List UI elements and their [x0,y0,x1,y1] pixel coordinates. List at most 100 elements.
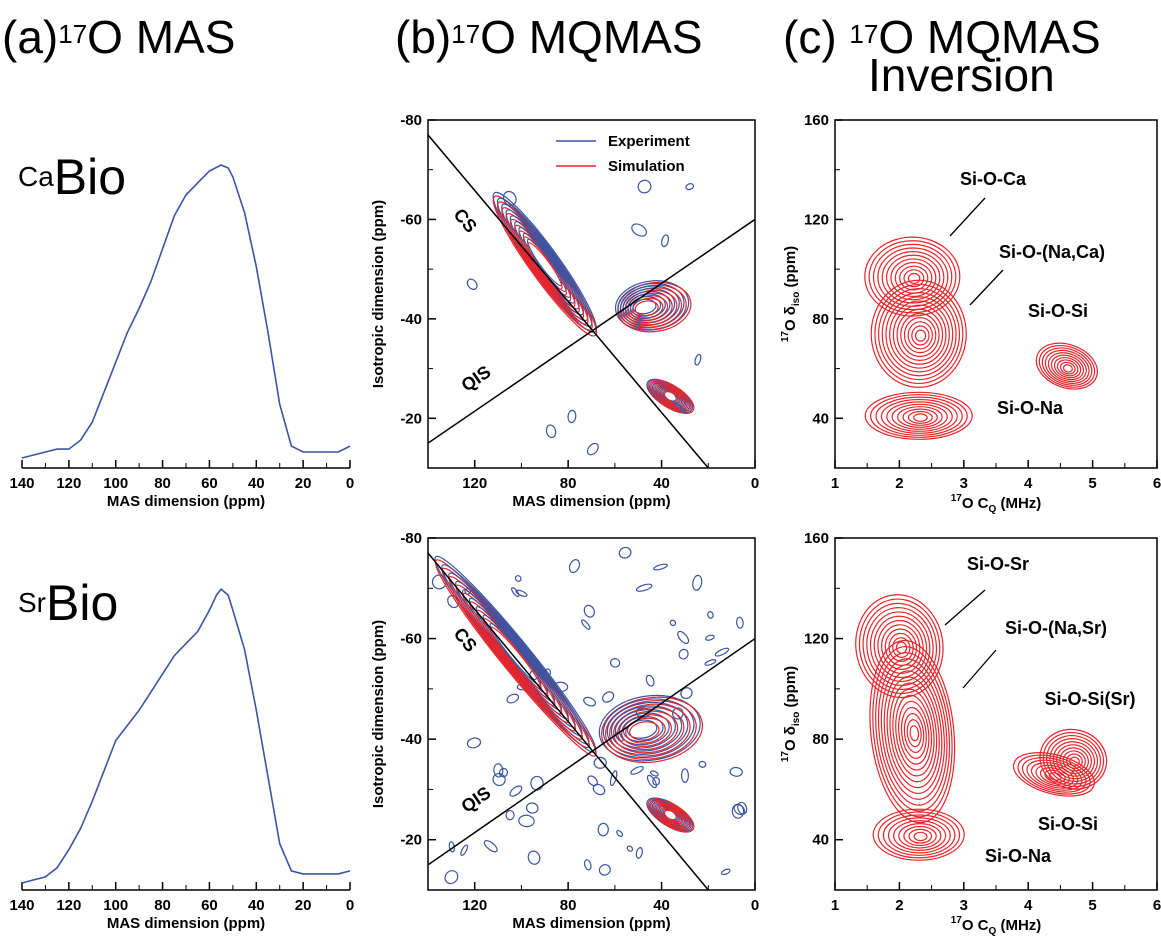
panel-b-bottom-noise-contour [583,696,597,707]
panel-b-bottom-lobe-contour [600,696,704,764]
panel-b-bottom-lobe-contour [605,700,697,760]
panel-c-top-peak-contour [881,251,945,304]
panel-b-bottom-noise-contour [720,868,731,876]
panel-b-top-peak-contour [661,389,681,405]
panel-c-top-peak-contour [881,292,957,377]
panel-c-top-peak-contour [870,279,967,388]
panel-b-top-noise-contour [466,278,478,290]
panel-b-bottom-x-tick-label: 0 [751,897,759,914]
panel-c-top-peak-contour [911,325,930,346]
panel-b-bottom-qis-label: QIS [458,783,495,817]
panel-c-top-ylabel: 17O δiso (ppm) [780,246,802,342]
panel-c-top-peak-contour [880,398,958,434]
panel-c-top-leader-line [969,269,1004,306]
panel-c-top-y-tick-label: 160 [804,112,829,129]
panel-c-top-x-tick-label: 6 [1153,475,1161,492]
panel-b-top-y-tick-label: -60 [400,211,422,228]
panel-c-top-peak-contour [875,396,963,436]
panel-c-bottom-ylabel-main: O δ [782,726,799,751]
panel-c-top-peak-contour [907,272,921,284]
panel-c-bottom-peak-contour [913,831,928,842]
panel-b-top-lobe-contour [634,300,659,317]
panel-b-bottom-noise-contour [444,870,459,885]
panel-a-top-xlabel: MAS dimension (ppm) [107,493,265,510]
panel-c-top-peak-contour [890,258,937,298]
panel-a-top-tick-label: 0 [346,475,354,492]
panel-b-bottom-lobe-contour [614,708,676,749]
panel-c-bottom-peak-contour [906,719,922,748]
panel-b-bottom-x-tick-label: 40 [653,897,670,914]
panel-c-top-peak-contour [907,410,933,424]
panel-c-top-xlabel: 17O CQ (MHz) [951,493,1042,515]
sample-label-sr: SrBio [18,578,118,628]
panel-c-bottom-peak-contour [877,811,961,859]
panel-c-bottom-peak-contour [877,658,948,806]
title-c-sup: 17 [849,19,879,49]
panel-c-bottom-peak-contour [895,694,933,771]
panel-a-bottom-tick-label: 80 [154,897,171,914]
sample-ca-sup: Ca [18,161,54,192]
panel-b-top-noise-contour [567,409,577,424]
panel-b-top-x-tick-label: 80 [560,475,577,492]
panel-c-bottom-peak-contour [887,817,951,854]
sample-sr-main: Bio [46,575,119,631]
panel-b-top-y-tick-label: -80 [400,112,422,129]
panel-c-bottom-peak-contour [892,688,935,777]
panel-b-bottom-noise-contour [635,847,643,859]
panel-a-top-tick-label: 100 [103,475,128,492]
panel-b-top-noise-contour [631,223,647,237]
panel-b-bottom-noise-contour [645,674,655,687]
panel-c-top-peak-label: Si-O-Si [1028,301,1088,321]
panel-c-top-peak-label: Si-O-(Na,Ca) [999,242,1105,262]
panel-b-bottom-noise-contour [581,619,591,630]
panel-c-bottom-peak-label: Si-O-Sr [967,554,1029,574]
panel-b-bottom-noise-contour [447,595,459,609]
panel-b-bottom-noise-contour [704,659,717,666]
panel-b-bottom-noise-contour [698,760,707,768]
panel-b-bottom-lobe-contour [610,705,683,752]
panel-a-bottom-tick-label: 20 [295,897,312,914]
panel-b-bottom-noise-contour [626,845,634,852]
panel-c-bottom-peak-contour [880,664,945,800]
panel-b-bottom-noise-contour [466,737,482,749]
panel-b-top-cs-label: CS [450,205,481,237]
sample-sr-sup: Sr [18,587,46,618]
panel-c-top-peak-contour [864,391,973,440]
panel-c-top-y-tick-label: 80 [812,311,829,328]
panel-b-bottom-lobe-contour [609,703,691,757]
panel-b-bottom-peak-contour [647,798,695,833]
panel-b-bottom-y-tick-label: -60 [400,631,422,648]
panel-b-bottom-ridge-contour [455,580,576,728]
panel-c-bottom-x-tick-label: 6 [1153,897,1161,914]
panel-c-bottom-peak-contour [855,594,944,699]
panel-b-bottom-noise-contour [460,844,469,856]
panel-a-bottom-spectrum-line [21,587,351,884]
panel-a-top-tick-label: 120 [56,475,81,492]
panel-b-top-y-tick-label: -40 [400,311,422,328]
panel-b-bottom-lobe-contour [606,701,689,755]
panel-b-bottom-lobe-contour [602,698,695,759]
panel-c-bottom-peak-contour [903,713,925,754]
title-b-prefix: (b) [395,11,452,63]
panel-b-bottom-noise-contour [509,785,523,797]
panel-c-bottom-ylabel: 17O δiso (ppm) [780,666,802,762]
panel-c-top-ylabel-main: O δ [782,306,799,331]
title-b-main: O MQMAS [480,11,703,63]
panel-b-bottom-noise-contour [505,809,515,821]
panel-b-top-frame [427,119,756,469]
panel-c-bottom-peak-contour [893,820,947,852]
panel-b-top-x-tick-label: 120 [462,475,487,492]
panel-c-top-peak-contour [889,300,950,369]
panel-c-bottom-xlabel: 17O CQ (MHz) [951,915,1042,937]
panel-b-bottom-lobe-contour [625,717,666,744]
panel-b-bottom-noise-contour [514,575,522,582]
panel-b-top-peak-contour [653,383,689,411]
title-a-main: O MAS [87,11,236,63]
panel-c-bottom-peak-contour [858,598,941,695]
panel-b-top-plot-area [428,134,755,468]
title-c-main: O MQMAS [878,11,1101,63]
panel-c-bottom-peak-label: Si-O-Na [985,846,1052,866]
panel-c-bottom-xlabel-sub: Q [989,926,997,937]
panel-c-top-peak-contour [874,283,964,385]
panel-b-top-noise-contour [694,353,702,366]
